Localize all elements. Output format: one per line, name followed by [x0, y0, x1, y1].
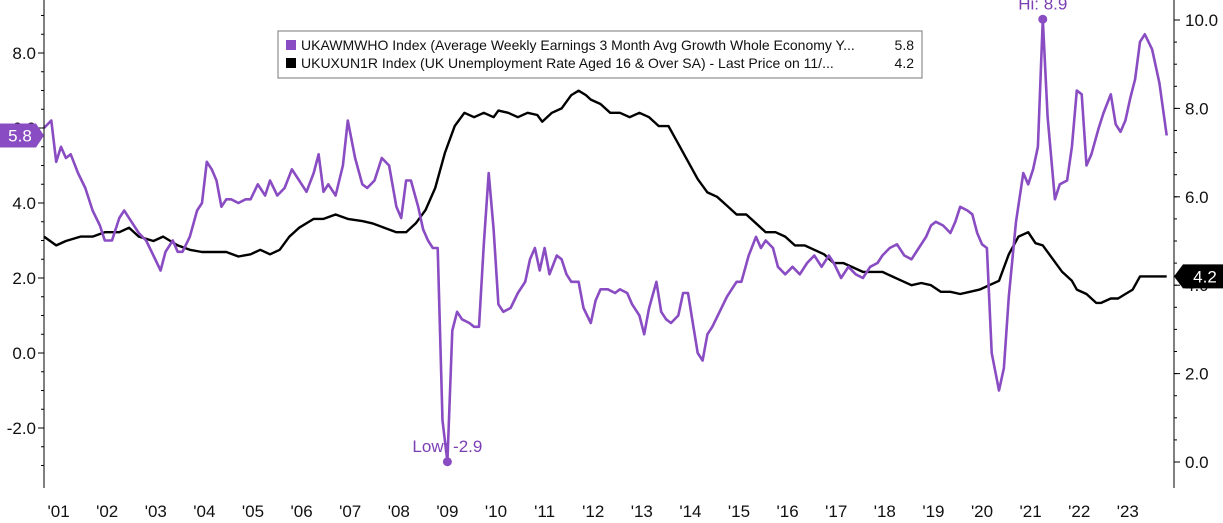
x-tick-label: '16: [777, 502, 799, 521]
earnings-growth-line: [43, 18, 1168, 464]
legend-value-earnings: 5.8: [895, 37, 915, 53]
x-tick-label: '11: [534, 502, 555, 521]
legend-value-unemployment: 4.2: [895, 55, 915, 71]
legend-swatch-earnings: [286, 40, 296, 50]
x-tick-label: '12: [582, 502, 604, 521]
legend-label-unemployment: UKUXUN1R Index (UK Unemployment Rate Age…: [301, 55, 834, 71]
annotations: Hi: 8.9 Low: -2.9: [412, 0, 1067, 467]
x-tick-label: '14: [679, 502, 701, 521]
x-tick-label: '07: [339, 502, 361, 521]
unemployment-rate-line: [43, 89, 1167, 305]
x-tick-label: '10: [485, 502, 507, 521]
left-tick-label: -2.0: [7, 419, 36, 438]
legend-swatch-unemployment: [286, 58, 296, 68]
x-tick-label: '06: [291, 502, 313, 521]
x-tick-label: '08: [388, 502, 410, 521]
annotation-marker: [442, 457, 452, 467]
x-tick-label: '21: [1020, 502, 1042, 521]
left-tick-label: 0.0: [12, 344, 36, 363]
x-tick-label: '13: [631, 502, 653, 521]
legend-box: [277, 30, 923, 79]
x-tick-label: '03: [145, 502, 167, 521]
annotation-marker: [1038, 14, 1048, 24]
legend: UKAWMWHO Index (Average Weekly Earnings …: [277, 30, 923, 79]
right-tick-label: 10.0: [1185, 11, 1218, 30]
x-tick-label: '01: [48, 502, 70, 521]
x-tick-label: '09: [436, 502, 458, 521]
right-tick-label: 0.0: [1185, 453, 1209, 472]
left-tick-label: 8.0: [12, 44, 36, 63]
x-tick-label: '04: [193, 502, 215, 521]
x-tick-label: '20: [971, 502, 993, 521]
low-annotation-label: Low: -2.9: [412, 437, 482, 456]
x-tick-label: '19: [922, 502, 944, 521]
unemployment-last-value-label: 4.2: [1193, 267, 1217, 286]
x-tick-label: '15: [728, 502, 750, 521]
left-tick-label: 2.0: [12, 269, 36, 288]
earnings-last-value-label: 5.8: [8, 127, 32, 146]
x-tick-label: '17: [825, 502, 847, 521]
x-tick-label: '18: [874, 502, 896, 521]
x-tick-label: '22: [1068, 502, 1090, 521]
right-tick-label: 2.0: [1185, 365, 1209, 384]
high-annotation-label: Hi: 8.9: [1018, 0, 1067, 13]
x-tick-label: '02: [96, 502, 118, 521]
legend-label-earnings: UKAWMWHO Index (Average Weekly Earnings …: [301, 37, 855, 53]
left-axis: -2.00.02.04.06.08.0: [7, 0, 45, 488]
earnings-last-value-tag: [0, 123, 44, 148]
x-tick-label: '23: [1117, 502, 1139, 521]
unemployment-last-value-tag: [1174, 264, 1223, 289]
left-tick-label: 4.0: [12, 194, 36, 213]
right-axis: 0.02.04.06.08.010.0: [1173, 0, 1218, 488]
right-tick-label: 6.0: [1185, 188, 1209, 207]
x-tick-label: '05: [242, 502, 264, 521]
right-tick-label: 8.0: [1185, 99, 1209, 118]
plot-area: [43, 18, 1168, 464]
last-value-tags: 5.8 4.2: [0, 123, 1223, 289]
x-axis: '01 '02 '03 '04 '05 '06 '07 '08 '09 '10 '11 '12 '13 '…: [48, 502, 1139, 521]
